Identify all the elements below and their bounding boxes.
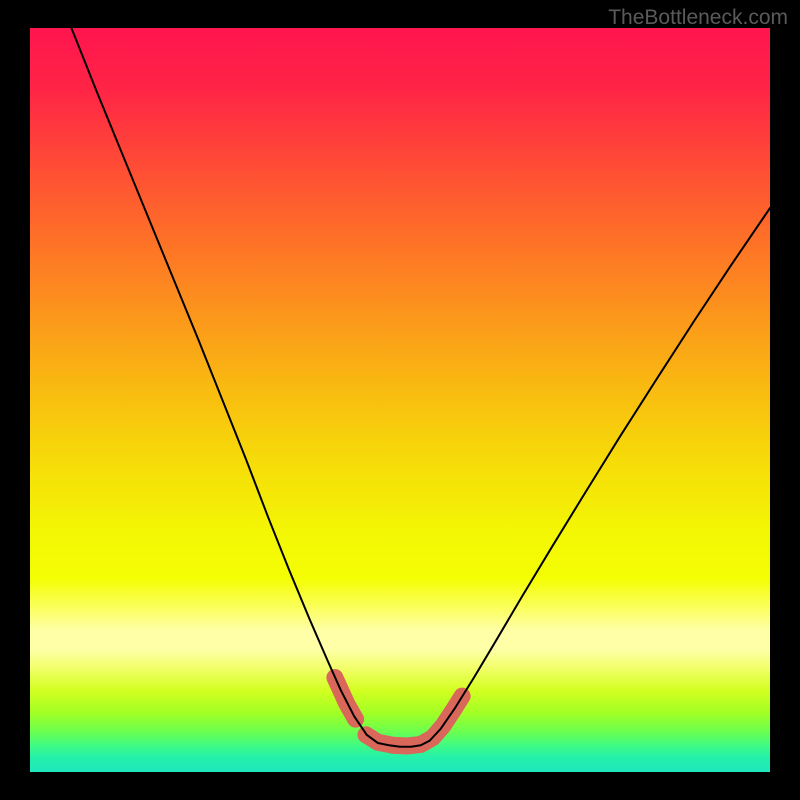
curve-right xyxy=(430,208,770,741)
plot-area xyxy=(30,28,770,772)
curve-overlay xyxy=(30,28,770,772)
watermark-text: TheBottleneck.com xyxy=(608,6,788,30)
highlight-segment xyxy=(366,696,462,746)
curve-left xyxy=(71,28,429,747)
